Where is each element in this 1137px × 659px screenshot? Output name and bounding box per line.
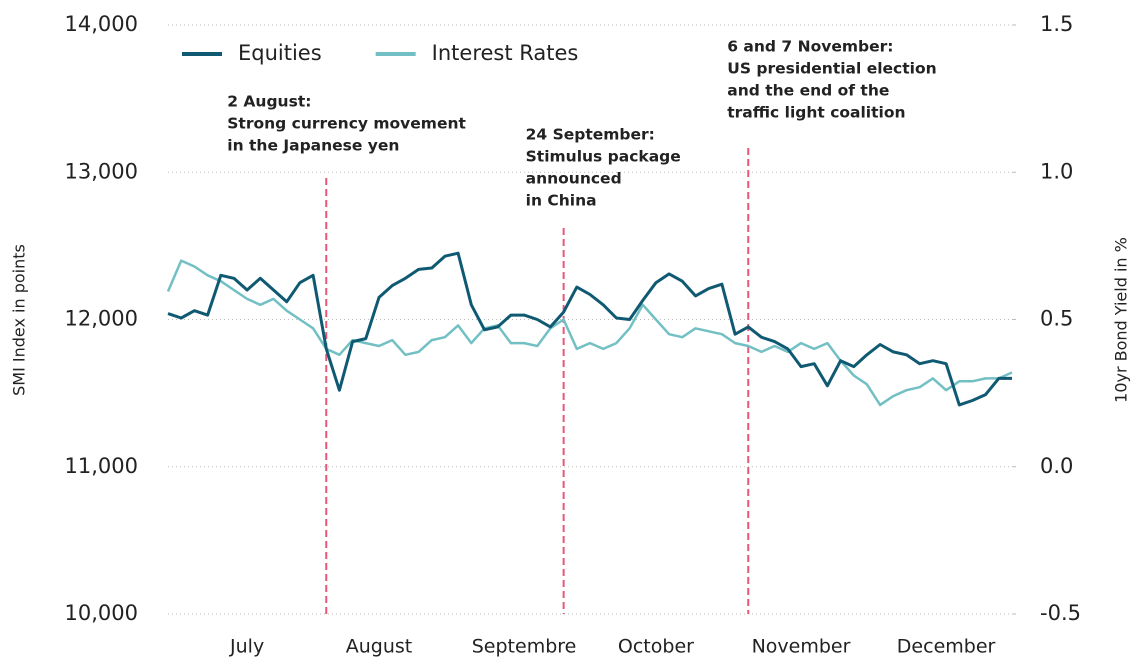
y2-axis-label: 10yr Bond Yield in %: [1112, 237, 1131, 403]
annotation-text: traffic light coalition: [727, 104, 905, 122]
x-tick-label: July: [229, 636, 264, 658]
series-line: [167, 251, 1012, 407]
annotation-text: 24 September:: [526, 126, 655, 144]
annotation-text: US presidential election: [727, 60, 936, 78]
y-tick-label: 13,000: [65, 159, 138, 183]
y-axis-label: SMI Index in points: [10, 244, 29, 396]
legend-label: Interest Rates: [432, 41, 579, 65]
annotation-text: announced: [526, 170, 622, 188]
y2-tick-label: 1.0: [1040, 159, 1073, 183]
annotation-text: Strong currency movement: [227, 115, 466, 133]
legend-label: Equities: [238, 41, 322, 65]
annotation-text: 6 and 7 November:: [727, 38, 893, 56]
x-tick-label: October: [618, 636, 694, 658]
y2-tick-label: 0.5: [1040, 307, 1073, 331]
y2-tick-label: -0.5: [1040, 601, 1081, 625]
x-tick-label: Septembre: [472, 636, 577, 658]
y-tick-label: 12,000: [65, 307, 138, 331]
y2-tick-label: 1.5: [1040, 12, 1073, 36]
annotation-text: and the end of the: [727, 82, 889, 100]
annotation-text: in China: [526, 192, 597, 210]
annotation-text: in the Japanese yen: [227, 137, 399, 155]
series-line: [166, 259, 1013, 407]
x-tick-label: August: [346, 636, 413, 658]
y-tick-label: 11,000: [65, 454, 138, 478]
annotation-text: 2 August:: [227, 93, 311, 111]
y-tick-label: 14,000: [65, 12, 138, 36]
x-tick-label: December: [897, 636, 996, 658]
y2-tick-label: 0.0: [1040, 454, 1073, 478]
x-tick-label: November: [752, 636, 851, 658]
annotation-text: Stimulus package: [526, 148, 681, 166]
y-tick-label: 10,000: [65, 601, 138, 625]
